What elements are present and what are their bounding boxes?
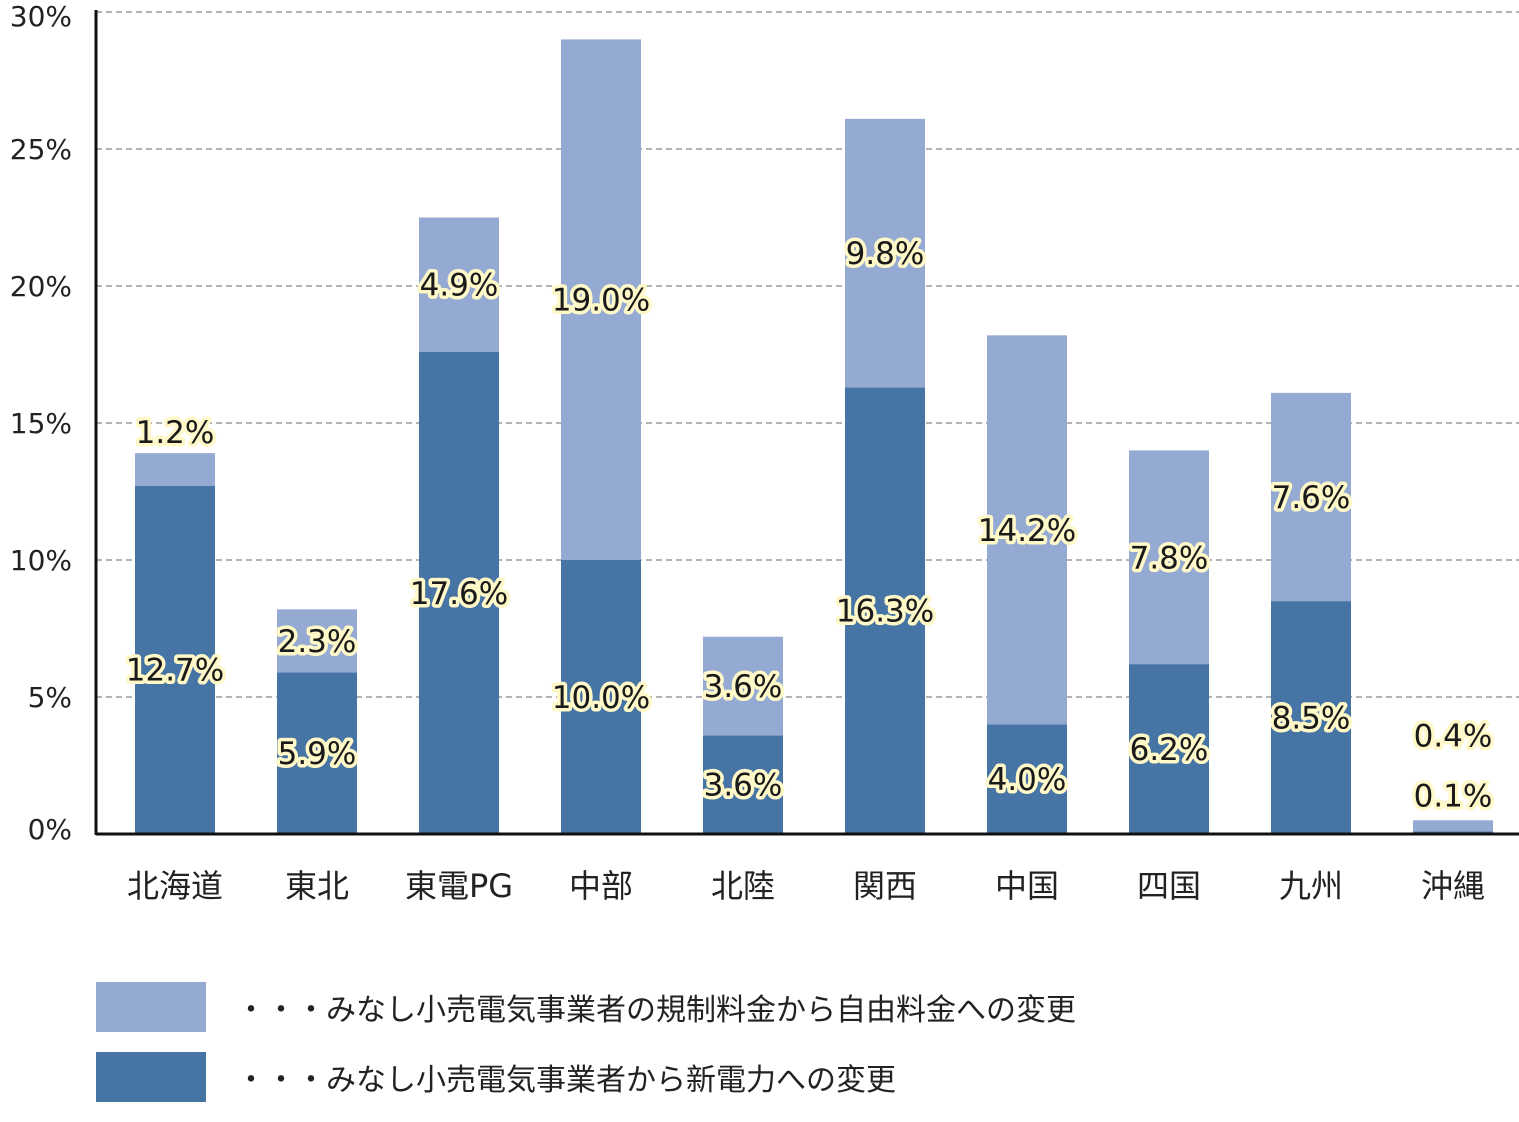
y-tick-label: 10% <box>10 544 72 577</box>
bar-segment-regulated-to-free <box>135 453 215 487</box>
data-label-regulated-to-free: 4.9% <box>420 268 499 304</box>
y-tick-label: 20% <box>10 270 72 303</box>
data-label-regulated-to-free: 19.0% <box>552 283 650 319</box>
bar-segment-regulated-to-free <box>703 636 783 736</box>
x-category-label: 中部 <box>569 867 633 905</box>
legend-item-to-new-power: ・・・みなし小売電気事業者から新電力への変更 <box>96 1052 1076 1102</box>
y-tick-label: 0% <box>28 813 72 846</box>
data-label-new-power: 17.6% <box>410 576 508 612</box>
y-tick-label: 25% <box>10 133 72 166</box>
x-category-label: 九州 <box>1279 867 1343 905</box>
bar-segment-regulated-to-free <box>419 217 499 352</box>
bar-segment-new-power <box>1271 601 1351 834</box>
data-label-regulated-to-free: 1.2% <box>136 415 215 451</box>
legend-swatch-dark <box>96 1052 206 1102</box>
data-label-regulated-to-free: 3.6% <box>704 669 783 705</box>
bar-segment-regulated-to-free <box>277 609 357 673</box>
data-label-new-power: 3.6% <box>704 768 783 804</box>
bar-segment-regulated-to-free <box>1271 392 1351 602</box>
x-category-label: 北海道 <box>127 867 223 905</box>
data-label-new-power: 0.1% <box>1414 779 1493 815</box>
data-label-regulated-to-free: 7.8% <box>1130 540 1209 576</box>
bar-segment-new-power <box>1129 664 1209 834</box>
bar-segment-new-power <box>987 724 1067 834</box>
bar-segment-new-power <box>277 672 357 834</box>
x-category-label: 北陸 <box>711 867 775 905</box>
bar-segment-new-power <box>419 351 499 834</box>
y-tick-label: 5% <box>28 681 72 714</box>
bar-segment-new-power <box>561 560 641 834</box>
data-label-new-power: 8.5% <box>1272 701 1351 737</box>
axes: 0% 5% 10% 15% 20% 25% 30% 北海道 東北 東電PG 中部 北陸 関西 中国 四国 九州… <box>10 0 1519 905</box>
y-tick-label: 15% <box>10 407 72 440</box>
data-label-new-power: 10.0% <box>552 680 650 716</box>
data-label-regulated-to-free: 2.3% <box>278 624 357 660</box>
data-label-regulated-to-free: 0.4% <box>1414 718 1493 754</box>
legend-item-regulated-to-free: ・・・みなし小売電気事業者の規制料金から自由料金への変更 <box>96 982 1076 1032</box>
data-label-regulated-to-free: 7.6% <box>1272 480 1351 516</box>
x-category-label: 中国 <box>995 867 1059 905</box>
bar-segment-new-power <box>845 387 925 834</box>
bar-segment-regulated-to-free <box>561 39 641 560</box>
x-category-label: 四国 <box>1137 867 1201 905</box>
data-labels: 12.7% 1.2% 5.9% 2.3% 17.6% 4.9% 10.0% 19.0% 3.6%… <box>122 233 1496 819</box>
x-category-label: 東北 <box>285 867 349 905</box>
bar-segment-new-power <box>135 486 215 834</box>
x-category-label: 関西 <box>853 867 917 905</box>
data-label-regulated-to-free: 9.8% <box>846 236 925 272</box>
data-label-new-power: 5.9% <box>278 736 357 772</box>
y-tick-label: 30% <box>10 0 72 33</box>
bar-segment-regulated-to-free <box>987 335 1067 725</box>
legend-swatch-light <box>96 982 206 1032</box>
x-category-label: 東電PG <box>405 867 513 905</box>
data-label-regulated-to-free: 14.2% <box>978 513 1076 549</box>
data-label-new-power: 4.0% <box>988 762 1067 798</box>
legend-label-regulated-to-free: ・・・みなし小売電気事業者の規制料金から自由料金への変更 <box>236 993 1076 1028</box>
bar-segment-regulated-to-free <box>845 118 925 388</box>
legend: ・・・みなし小売電気事業者の規制料金から自由料金への変更 ・・・みなし小売電気事… <box>96 982 1076 1122</box>
bars <box>135 39 1493 834</box>
legend-label-to-new-power: ・・・みなし小売電気事業者から新電力への変更 <box>236 1063 896 1098</box>
data-label-new-power: 6.2% <box>1130 732 1209 768</box>
bar-segment-regulated-to-free <box>1129 450 1209 665</box>
data-label-new-power: 12.7% <box>126 653 224 689</box>
stacked-bar-chart: 0% 5% 10% 15% 20% 25% 30% 北海道 東北 東電PG 中部 北陸 関西 中国 四国 九州… <box>10 0 1519 905</box>
x-category-label: 沖縄 <box>1421 867 1485 905</box>
data-label-new-power: 16.3% <box>836 594 934 630</box>
bar-segment-regulated-to-free <box>1413 820 1493 832</box>
bar-segment-new-power <box>703 735 783 834</box>
